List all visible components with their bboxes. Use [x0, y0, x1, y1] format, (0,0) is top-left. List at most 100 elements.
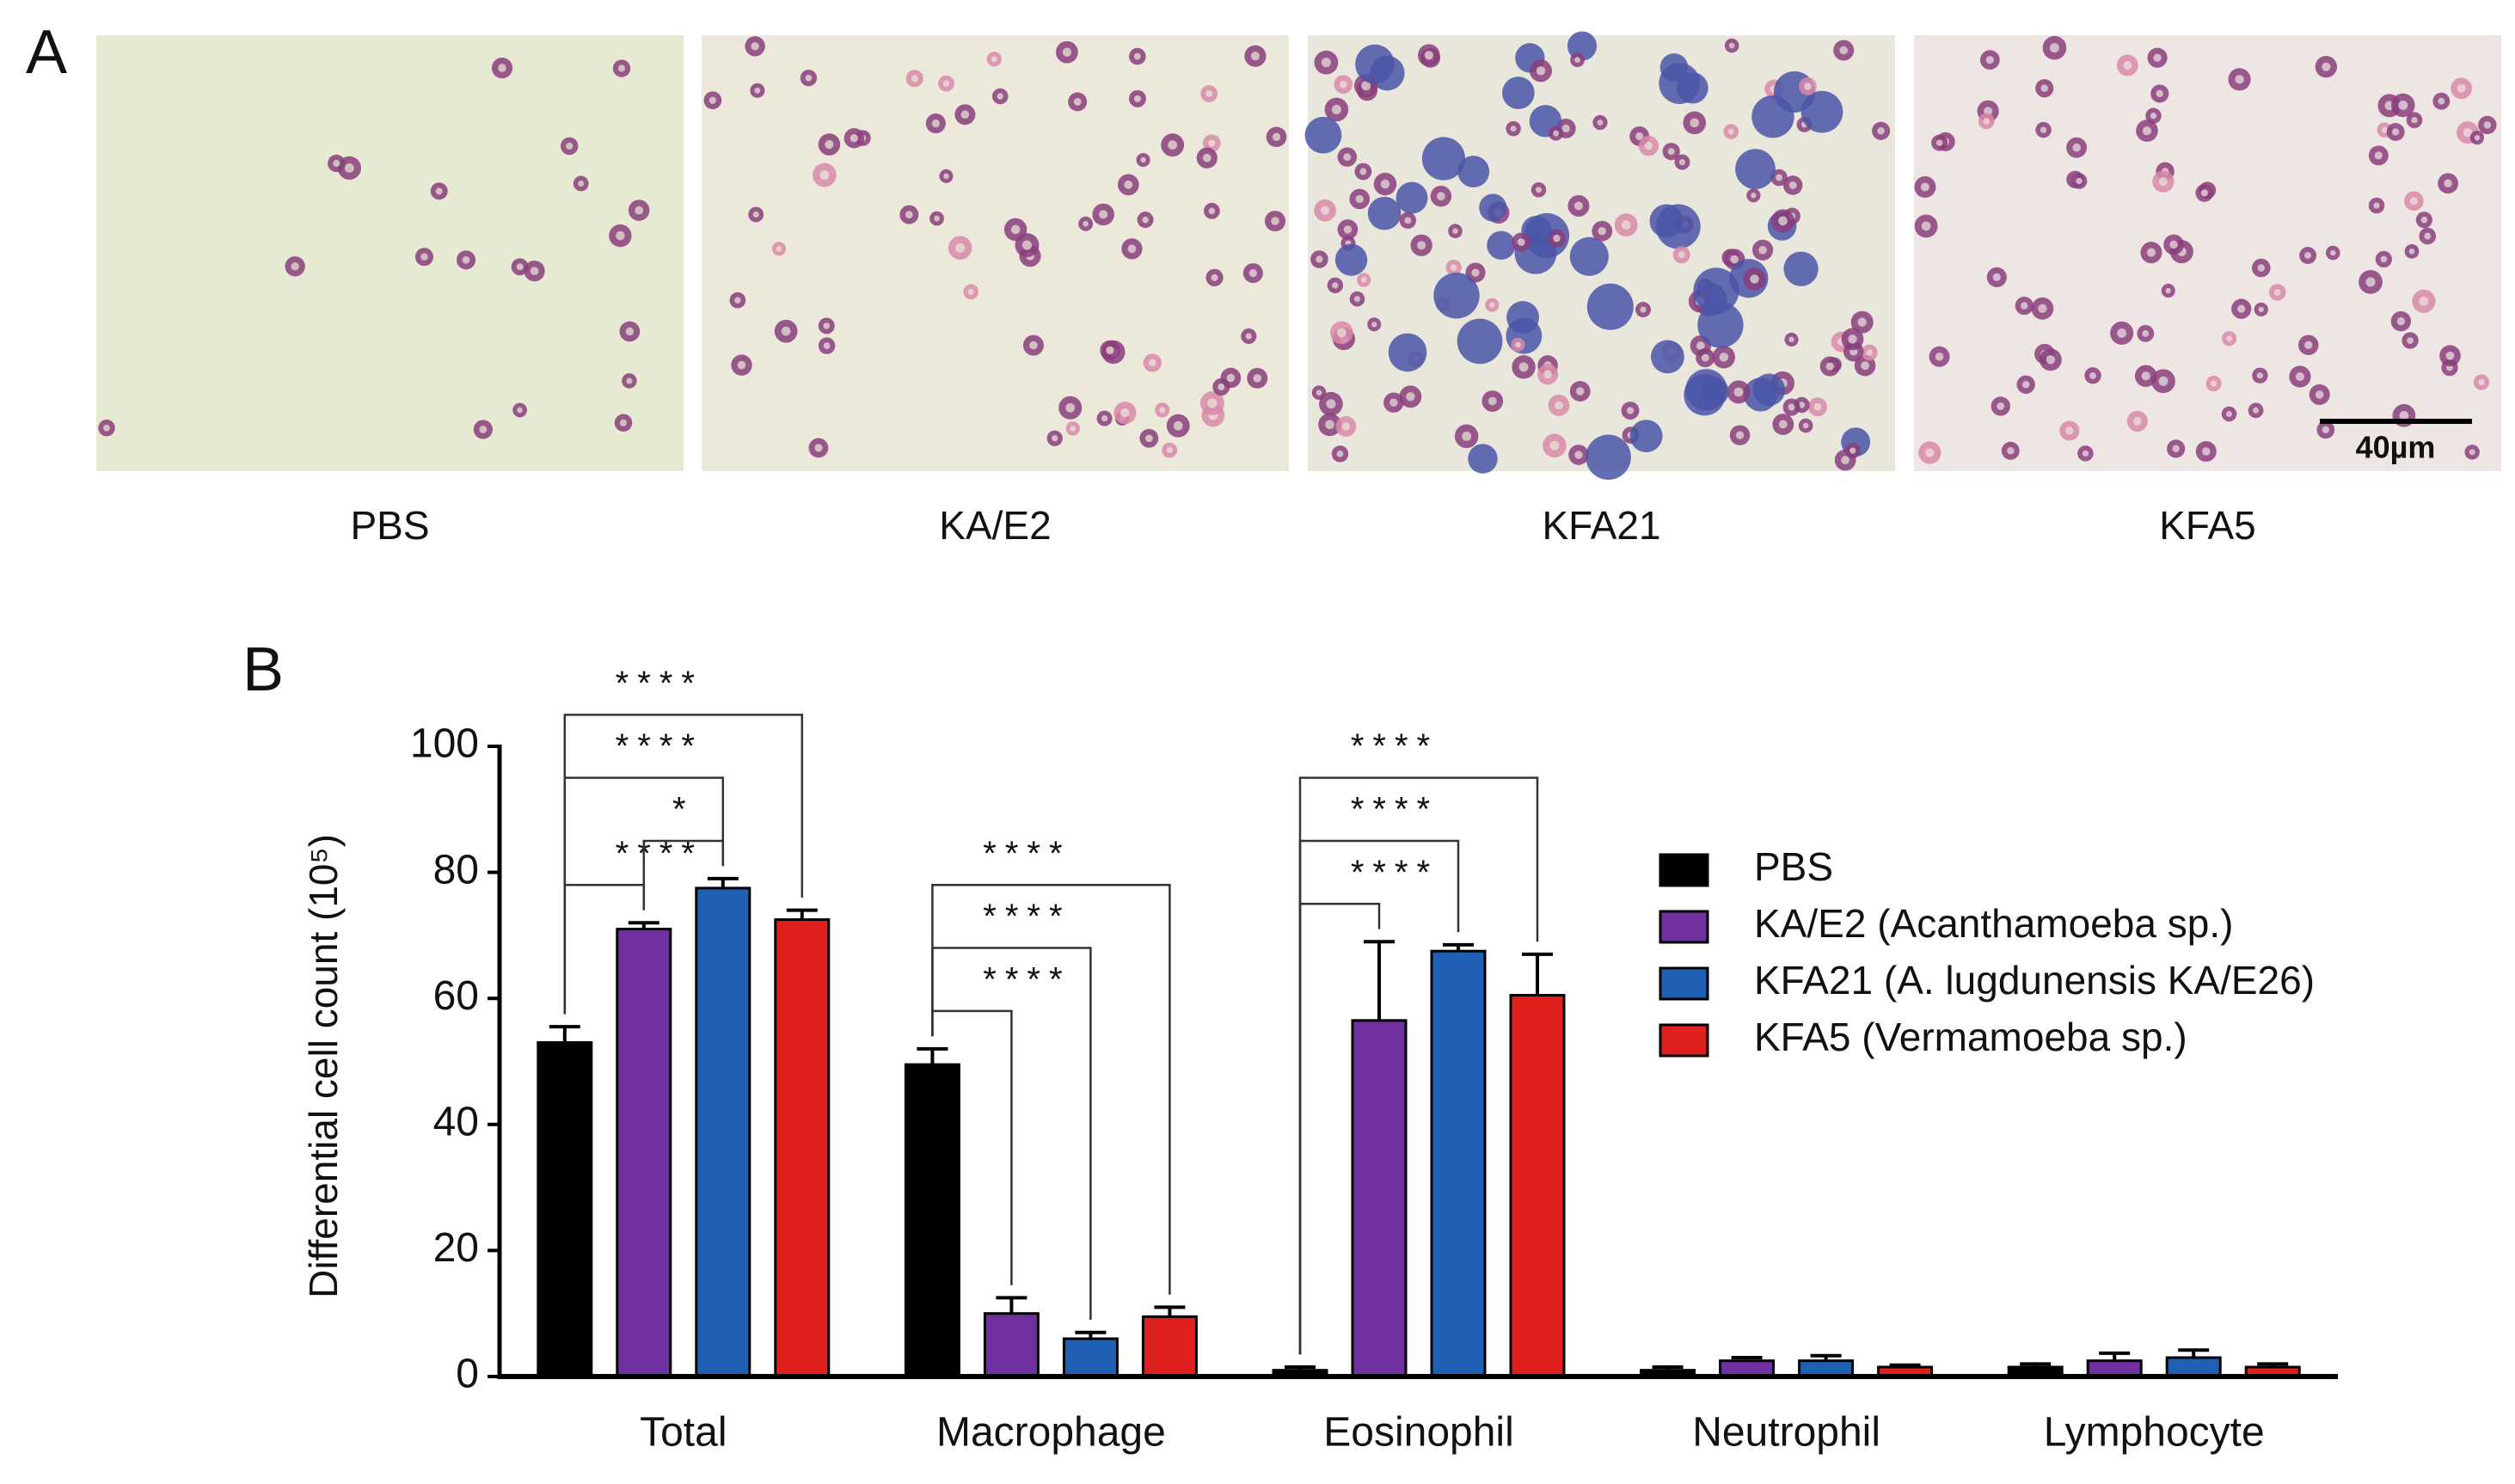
cell-core	[1848, 334, 1857, 344]
cell-core	[943, 173, 949, 180]
cell-core	[1997, 402, 2005, 410]
cell-core	[2257, 264, 2266, 272]
legend-swatch	[1659, 910, 1709, 944]
cell-core	[462, 255, 470, 264]
cell-core	[2478, 378, 2485, 386]
cell-core	[734, 297, 741, 304]
cell	[1629, 420, 1663, 453]
cell	[1743, 377, 1778, 412]
cell-core	[1140, 156, 1146, 163]
cell-core	[1337, 328, 1346, 338]
cell-core	[1574, 451, 1583, 459]
cell-core	[2117, 328, 2127, 338]
cell-core	[1758, 245, 1767, 254]
cell-core	[420, 253, 428, 261]
cell-core	[1316, 255, 1323, 263]
cell-core	[1849, 447, 1856, 454]
cell	[1735, 149, 1776, 190]
cell-core	[1733, 387, 1744, 397]
cell-core	[1983, 118, 1991, 125]
cell-core	[2445, 351, 2455, 360]
cell	[1650, 340, 1684, 374]
cell-core	[997, 93, 1003, 100]
cell-core	[1343, 153, 1352, 162]
cell-core	[2132, 417, 2142, 426]
cell-core	[1208, 207, 1216, 215]
cell-core	[1070, 426, 1076, 432]
cell-core	[2322, 62, 2331, 71]
cell-core	[1250, 52, 1260, 61]
cell	[1367, 196, 1402, 230]
cell-core	[2226, 335, 2233, 342]
cell-core	[1359, 168, 1367, 175]
bar	[1509, 994, 1566, 1378]
cell-core	[1149, 359, 1156, 367]
cell	[1697, 302, 1744, 348]
cell-core	[1575, 387, 1585, 396]
cell-core	[1678, 251, 1685, 259]
cell-core	[1701, 353, 1709, 362]
cell-core	[1226, 373, 1236, 383]
cell-core	[2065, 426, 2074, 435]
cell-core	[1574, 57, 1580, 63]
panel-label: B	[242, 635, 284, 704]
cell-core	[1207, 398, 1218, 408]
cell-core	[1536, 187, 1543, 193]
cell	[1586, 434, 1631, 480]
cell-core	[1598, 227, 1607, 236]
cell-core	[2156, 89, 2163, 98]
cell-core	[1144, 434, 1153, 443]
cell-core	[1052, 435, 1058, 442]
cell-core	[1667, 148, 1675, 156]
cell-core	[2398, 100, 2408, 110]
cell-core	[2365, 277, 2376, 287]
cell-core	[1517, 238, 1525, 247]
cell-core	[1124, 180, 1133, 189]
cell-core	[2463, 127, 2473, 138]
cell-core	[1208, 139, 1216, 147]
cell-core	[781, 326, 791, 336]
cell-core	[1727, 128, 1734, 135]
cell-core	[2258, 306, 2265, 313]
cell-core	[2141, 371, 2150, 381]
cell-core	[1406, 392, 1415, 402]
cell-core	[2304, 252, 2312, 260]
cell-core	[1518, 362, 1529, 372]
y-tick-label: 60	[433, 973, 479, 1019]
panel-label: A	[26, 18, 67, 87]
cell-core	[1271, 217, 1279, 225]
legend-swatch	[1659, 966, 1709, 1001]
legend-label: KA/E2 (Acanthamoeba sp.)	[1754, 901, 2233, 946]
cell-core	[2322, 426, 2329, 433]
cell-core	[2374, 151, 2383, 160]
cell-core	[2040, 84, 2048, 92]
cell-core	[516, 263, 524, 271]
significance-label: ****	[983, 960, 1070, 998]
cell-core	[2315, 390, 2324, 399]
cell-core	[1101, 415, 1108, 422]
cell-core	[1920, 182, 1929, 192]
cell-core	[2021, 302, 2028, 310]
cell-core	[1719, 353, 1729, 362]
significance-label: ****	[616, 727, 703, 765]
cell-core	[1010, 224, 1021, 235]
cell-core	[1142, 216, 1149, 224]
cell-core	[2391, 128, 2400, 136]
cell-core	[1353, 296, 1360, 303]
cell-core	[2380, 255, 2388, 263]
y-tick-label: 100	[410, 721, 479, 767]
cell	[1334, 243, 1368, 276]
cell-core	[1561, 124, 1570, 133]
cell	[1433, 273, 1480, 319]
cell-core	[708, 96, 717, 104]
cell-core	[1452, 228, 1458, 235]
cell-core	[2408, 248, 2415, 254]
cell-core	[1778, 216, 1788, 226]
cell-core	[2082, 450, 2089, 457]
cell-core	[1696, 341, 1705, 350]
cell-core	[616, 230, 625, 241]
cell-core	[1788, 336, 1794, 343]
cell-core	[1168, 140, 1178, 150]
cell-core	[960, 110, 970, 120]
